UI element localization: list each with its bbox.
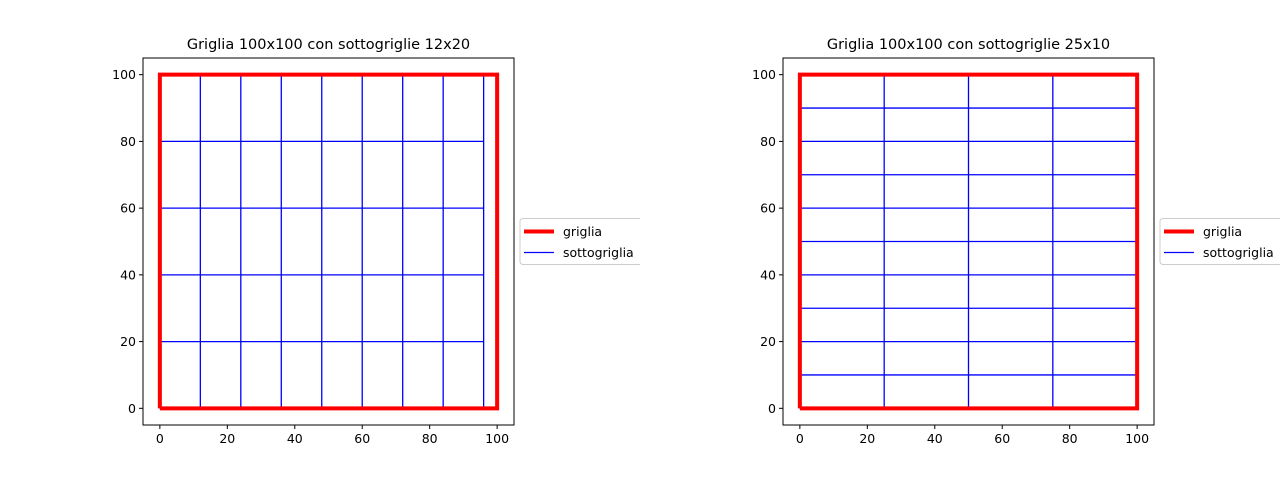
x-tick-label: 80 xyxy=(1062,431,1078,446)
axes-frame xyxy=(782,57,1155,426)
y-tick-label: 40 xyxy=(760,267,776,282)
legend-label: griglia xyxy=(1203,224,1242,239)
x-tick-label: 60 xyxy=(354,431,370,446)
x-tick-label: 100 xyxy=(1125,431,1149,446)
x-tick-label: 0 xyxy=(796,431,804,446)
y-tick-label: 60 xyxy=(760,201,776,216)
y-tick-label: 60 xyxy=(120,201,136,216)
x-tick-label: 40 xyxy=(927,431,943,446)
legend: griglia sottogriglia xyxy=(1159,218,1280,265)
y-tick-label: 100 xyxy=(752,67,776,82)
x-tick-label: 20 xyxy=(219,431,235,446)
legend-label: griglia xyxy=(563,224,602,239)
x-tick-label: 60 xyxy=(994,431,1010,446)
legend: griglia sottogriglia xyxy=(519,218,640,265)
plot-area xyxy=(797,72,1140,411)
chart-panel-2: Griglia 100x100 con sottogriglie 25x10 0 2… xyxy=(752,37,1280,446)
y-tick-label: 80 xyxy=(120,134,136,149)
y-tick-label: 40 xyxy=(120,267,136,282)
y-tick-label: 20 xyxy=(760,334,776,349)
y-tick-label: 20 xyxy=(120,334,136,349)
y-tick-label: 0 xyxy=(768,401,776,416)
x-tick-label: 20 xyxy=(859,431,875,446)
legend-label: sottogriglia xyxy=(563,245,634,260)
legend-label: sottogriglia xyxy=(1203,245,1274,260)
y-tick-label: 100 xyxy=(112,67,136,82)
x-tick-label: 0 xyxy=(156,431,164,446)
main-grid-rectangle xyxy=(797,72,1140,411)
x-tick-label: 100 xyxy=(485,431,509,446)
x-tick-label: 80 xyxy=(422,431,438,446)
plot-area xyxy=(157,72,500,411)
chart-panel-1: Griglia 100x100 con sottogriglie 12x20 0 2… xyxy=(112,37,640,446)
axes-frame xyxy=(142,57,515,426)
y-tick-label: 80 xyxy=(760,134,776,149)
y-tick-label: 0 xyxy=(128,401,136,416)
x-tick-label: 40 xyxy=(287,431,303,446)
chart-title: Griglia 100x100 con sottogriglie 12x20 xyxy=(187,37,470,53)
chart-title: Griglia 100x100 con sottogriglie 25x10 xyxy=(827,37,1110,53)
main-grid-rectangle xyxy=(157,72,500,411)
